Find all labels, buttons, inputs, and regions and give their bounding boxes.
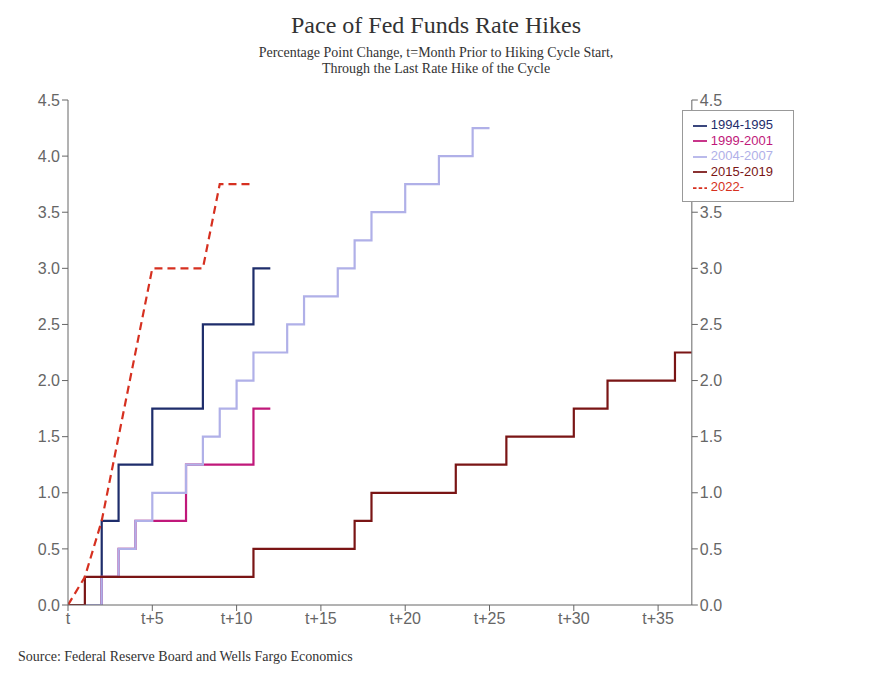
svg-text:1.0: 1.0 <box>700 484 722 501</box>
svg-text:t+25: t+25 <box>474 610 506 627</box>
svg-text:3.5: 3.5 <box>700 204 722 221</box>
svg-text:0.0: 0.0 <box>700 597 722 614</box>
svg-text:t+5: t+5 <box>141 610 164 627</box>
svg-text:4.0: 4.0 <box>38 148 60 165</box>
svg-text:4.5: 4.5 <box>700 92 722 109</box>
svg-text:2.5: 2.5 <box>38 316 60 333</box>
svg-text:t+15: t+15 <box>305 610 337 627</box>
svg-text:2.0: 2.0 <box>700 372 722 389</box>
svg-text:t+30: t+30 <box>558 610 590 627</box>
svg-text:2.5: 2.5 <box>700 316 722 333</box>
svg-text:4.0: 4.0 <box>700 148 722 165</box>
svg-text:4.5: 4.5 <box>38 92 60 109</box>
svg-text:2.0: 2.0 <box>38 372 60 389</box>
svg-text:1.5: 1.5 <box>700 428 722 445</box>
svg-text:0.5: 0.5 <box>38 541 60 558</box>
svg-text:t+20: t+20 <box>389 610 421 627</box>
svg-text:t+35: t+35 <box>642 610 674 627</box>
svg-text:t+10: t+10 <box>221 610 253 627</box>
svg-text:0.5: 0.5 <box>700 541 722 558</box>
svg-text:1.5: 1.5 <box>38 428 60 445</box>
svg-text:0.0: 0.0 <box>38 597 60 614</box>
svg-text:3.0: 3.0 <box>38 260 60 277</box>
svg-text:1.0: 1.0 <box>38 484 60 501</box>
svg-text:t: t <box>66 610 71 627</box>
svg-text:3.0: 3.0 <box>700 260 722 277</box>
svg-text:3.5: 3.5 <box>38 204 60 221</box>
